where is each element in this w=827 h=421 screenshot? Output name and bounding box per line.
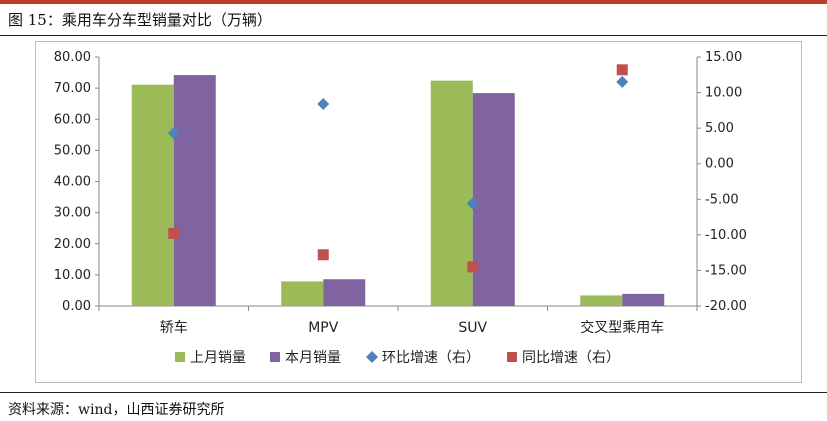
legend-swatch	[507, 352, 517, 362]
right-tick-label: 5.00	[705, 121, 734, 136]
legend-swatch	[175, 352, 185, 362]
left-tick-label: 30.00	[54, 206, 91, 221]
right-tick-label: -15.00	[705, 263, 747, 278]
top-accent-line	[0, 0, 827, 4]
left-tick-label: 60.00	[54, 112, 91, 127]
bar-last-month	[430, 80, 473, 306]
marker-mom-growth	[466, 197, 479, 210]
marker-mom-growth	[167, 127, 180, 140]
left-tick-label: 10.00	[54, 268, 91, 283]
legend-label: 同比增速（右）	[522, 350, 620, 366]
legend-swatch	[270, 352, 280, 362]
source-rule	[0, 392, 827, 393]
marker-mom-growth	[616, 75, 629, 88]
right-tick-label: 10.00	[705, 86, 742, 101]
legend-swatch	[366, 351, 378, 363]
marker-yoy-growth	[616, 64, 628, 76]
right-tick-label: -10.00	[705, 228, 747, 243]
figure-title: 图 15：乘用车分车型销量对比（万辆）	[8, 11, 272, 29]
marker-yoy-growth	[317, 249, 329, 261]
right-tick-label: 0.00	[705, 157, 734, 172]
bar-this-month	[622, 293, 665, 306]
left-tick-label: 70.00	[54, 81, 91, 96]
marker-yoy-growth	[168, 227, 180, 239]
category-label: SUV	[458, 320, 487, 336]
bar-last-month	[281, 281, 324, 306]
legend-label: 上月销量	[190, 350, 246, 366]
bar-last-month	[580, 295, 623, 306]
category-label: MPV	[308, 320, 339, 336]
left-tick-label: 0.00	[62, 299, 91, 314]
bar-last-month	[131, 84, 174, 306]
right-tick-label: 15.00	[705, 50, 742, 65]
source-note: 资料来源：wind，山西证券研究所	[8, 402, 225, 418]
marker-mom-growth	[317, 97, 330, 110]
left-tick-label: 80.00	[54, 50, 91, 65]
marker-yoy-growth	[467, 261, 479, 273]
bar-this-month	[472, 93, 515, 306]
right-tick-label: -5.00	[705, 192, 739, 207]
legend-label: 环比增速（右）	[382, 350, 480, 366]
left-tick-label: 40.00	[54, 175, 91, 190]
category-label: 交叉型乘用车	[580, 319, 664, 336]
legend-label: 本月销量	[285, 350, 341, 366]
category-label: 轿车	[160, 319, 188, 336]
left-tick-label: 50.00	[54, 143, 91, 158]
right-tick-label: -20.00	[705, 299, 747, 314]
left-tick-label: 20.00	[54, 237, 91, 252]
bar-this-month	[173, 75, 216, 307]
chart-frame	[35, 41, 802, 383]
bar-this-month	[323, 279, 366, 306]
title-rule	[0, 35, 827, 36]
